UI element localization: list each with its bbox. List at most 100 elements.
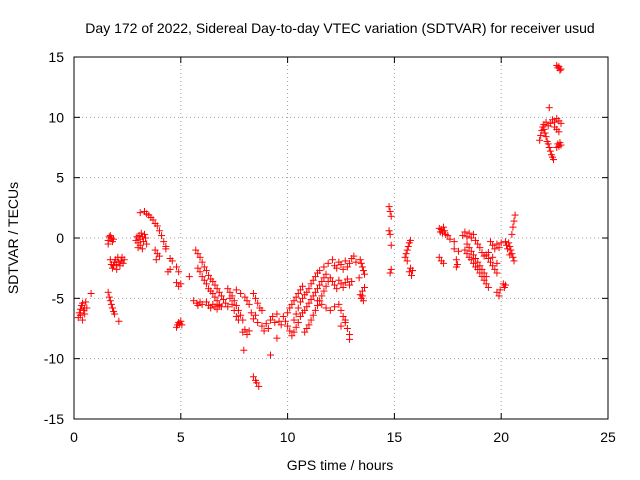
data-point bbox=[232, 286, 240, 294]
data-point bbox=[288, 332, 296, 340]
data-point bbox=[333, 264, 341, 272]
data-point bbox=[463, 250, 471, 258]
x-axis-label: GPS time / hours bbox=[287, 457, 394, 473]
data-point bbox=[198, 273, 206, 281]
data-point bbox=[550, 156, 558, 164]
data-point bbox=[237, 290, 245, 298]
data-point bbox=[385, 203, 393, 211]
data-point bbox=[301, 328, 309, 336]
data-point bbox=[556, 66, 564, 74]
data-point bbox=[536, 136, 544, 144]
data-point bbox=[355, 274, 363, 282]
data-point bbox=[541, 129, 549, 137]
data-point bbox=[286, 304, 294, 312]
data-point bbox=[284, 309, 292, 317]
data-point bbox=[237, 311, 245, 319]
y-tick-label: -15 bbox=[44, 411, 64, 427]
data-point bbox=[339, 283, 347, 291]
data-point bbox=[110, 262, 118, 270]
data-point bbox=[290, 297, 298, 305]
data-point bbox=[255, 382, 263, 390]
data-point bbox=[452, 263, 460, 271]
data-point bbox=[326, 306, 334, 314]
data-point bbox=[465, 244, 473, 252]
data-point bbox=[446, 235, 454, 243]
data-point bbox=[143, 240, 151, 248]
data-point bbox=[254, 299, 262, 307]
data-point bbox=[252, 311, 260, 319]
data-point bbox=[484, 248, 492, 256]
data-point bbox=[104, 288, 112, 296]
data-point bbox=[501, 281, 509, 289]
data-point bbox=[337, 322, 345, 330]
data-point bbox=[343, 325, 351, 332]
data-point bbox=[307, 296, 315, 304]
data-point bbox=[469, 259, 477, 267]
data-point bbox=[249, 290, 257, 298]
data-point bbox=[406, 236, 414, 244]
data-point bbox=[508, 230, 516, 238]
data-point bbox=[387, 212, 395, 220]
y-tick-label: 0 bbox=[56, 230, 64, 246]
data-point bbox=[249, 373, 257, 381]
data-point bbox=[467, 256, 475, 264]
data-point bbox=[360, 270, 368, 278]
data-point bbox=[511, 211, 519, 219]
data-point bbox=[288, 300, 296, 308]
data-point bbox=[211, 281, 219, 289]
data-point bbox=[296, 298, 304, 306]
data-point bbox=[168, 257, 176, 265]
data-point bbox=[320, 274, 328, 282]
data-point bbox=[136, 209, 144, 217]
data-point bbox=[331, 303, 339, 311]
data-point bbox=[284, 322, 292, 330]
data-point bbox=[224, 303, 232, 311]
data-point bbox=[337, 261, 345, 269]
data-point bbox=[440, 223, 448, 231]
data-point bbox=[162, 245, 170, 253]
data-point bbox=[454, 247, 462, 255]
data-point bbox=[105, 293, 113, 301]
data-point bbox=[339, 312, 347, 320]
data-point bbox=[108, 304, 116, 312]
data-point bbox=[343, 275, 351, 283]
data-point bbox=[318, 300, 326, 308]
data-point bbox=[249, 315, 257, 323]
data-point bbox=[260, 327, 268, 335]
data-point bbox=[307, 280, 315, 288]
data-point bbox=[264, 325, 272, 332]
data-point bbox=[346, 335, 354, 343]
data-point bbox=[149, 216, 157, 224]
data-point bbox=[81, 310, 89, 318]
data-point bbox=[240, 346, 248, 354]
data-point bbox=[104, 240, 112, 248]
data-point bbox=[386, 269, 394, 277]
data-point bbox=[243, 331, 251, 339]
data-point bbox=[215, 302, 223, 310]
data-point bbox=[286, 327, 294, 335]
data-point bbox=[222, 299, 230, 307]
data-point bbox=[545, 104, 553, 112]
data-point bbox=[501, 238, 509, 246]
data-point bbox=[487, 258, 495, 266]
data-point bbox=[273, 334, 281, 342]
data-point bbox=[542, 133, 550, 141]
data-point bbox=[546, 119, 554, 127]
data-point bbox=[281, 317, 289, 325]
data-point bbox=[175, 268, 183, 276]
data-point bbox=[198, 300, 206, 308]
data-point bbox=[343, 263, 351, 271]
data-point bbox=[463, 240, 471, 248]
data-point bbox=[76, 305, 84, 313]
data-point bbox=[200, 276, 208, 284]
data-point bbox=[76, 311, 84, 319]
data-point bbox=[401, 253, 409, 261]
data-point bbox=[333, 285, 341, 293]
x-tick-label: 15 bbox=[387, 429, 403, 445]
data-point bbox=[177, 317, 185, 325]
data-point bbox=[205, 271, 213, 279]
data-point bbox=[489, 241, 497, 249]
data-point bbox=[557, 119, 565, 127]
data-point bbox=[326, 274, 334, 282]
